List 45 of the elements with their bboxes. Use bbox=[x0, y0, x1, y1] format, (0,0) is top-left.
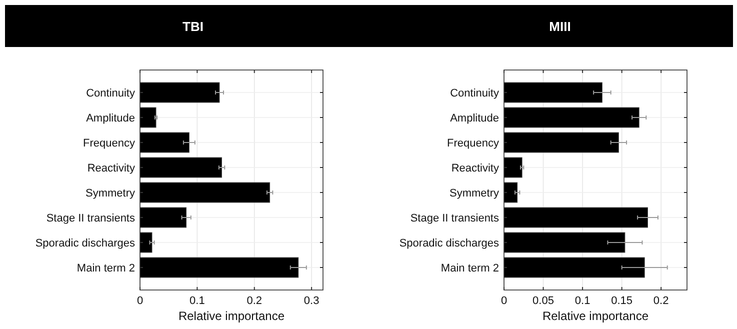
x-axis-title: Relative importance bbox=[542, 309, 649, 323]
x-tick-label: 0.1 bbox=[190, 295, 205, 307]
x-tick-label: 0 bbox=[500, 295, 508, 307]
x-tick-label: 0.05 bbox=[532, 295, 554, 307]
bar bbox=[140, 132, 190, 153]
y-tick-label: Main term 2 bbox=[76, 262, 135, 274]
bar bbox=[504, 232, 626, 253]
y-tick-label: Amplitude bbox=[86, 112, 135, 124]
x-tick-label: 0 bbox=[136, 295, 144, 307]
y-tick-label: Stage II transients bbox=[46, 212, 136, 224]
bar bbox=[140, 207, 187, 228]
y-tick-label: Symmetry bbox=[86, 188, 136, 200]
y-tick-label: Frequency bbox=[83, 138, 136, 150]
y-tick-label: Sporadic discharges bbox=[35, 238, 136, 250]
bar bbox=[504, 107, 640, 128]
bar bbox=[504, 207, 648, 228]
bar bbox=[140, 82, 220, 103]
y-tick-label: Continuity bbox=[86, 88, 136, 100]
x-tick-label: 0.1 bbox=[574, 295, 590, 307]
bar bbox=[140, 107, 156, 128]
x-tick-label: 0.2 bbox=[246, 295, 262, 307]
bar bbox=[140, 232, 152, 253]
y-tick-label: Reactivity bbox=[451, 162, 500, 174]
y-tick-label: Amplitude bbox=[450, 112, 499, 124]
y-tick-label: Frequency bbox=[447, 138, 500, 150]
x-tick-label: 0.3 bbox=[304, 295, 320, 307]
y-tick-label: Reactivity bbox=[87, 162, 136, 174]
y-tick-label: Continuity bbox=[450, 88, 500, 100]
bar bbox=[504, 257, 645, 278]
y-tick-label: Symmetry bbox=[450, 188, 500, 200]
y-tick-label: Sporadic discharges bbox=[399, 238, 500, 250]
bar bbox=[504, 182, 518, 203]
bar bbox=[504, 157, 522, 178]
y-tick-label: Stage II transients bbox=[410, 212, 500, 224]
x-axis-title: Relative importance bbox=[178, 309, 285, 323]
bar bbox=[140, 182, 270, 203]
bar bbox=[140, 157, 222, 178]
x-tick-label: 0.15 bbox=[611, 295, 633, 307]
chart-title: TBI bbox=[182, 19, 204, 34]
y-tick-label: Main term 2 bbox=[440, 262, 499, 274]
bar bbox=[504, 82, 602, 103]
bar bbox=[140, 257, 299, 278]
bar bbox=[504, 132, 619, 153]
chart-title: MIII bbox=[549, 19, 571, 34]
x-tick-label: 0.2 bbox=[653, 295, 669, 307]
